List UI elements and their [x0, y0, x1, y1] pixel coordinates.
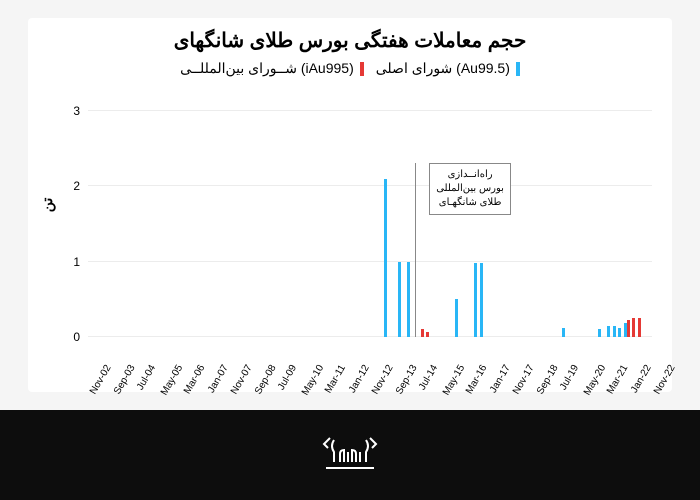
bar-Au99.5	[398, 262, 401, 337]
annotation-line	[415, 163, 416, 337]
y-axis-label: تن	[39, 198, 56, 213]
bar-Au99.5	[598, 329, 601, 337]
legend-label: (Au99.5) شورای اصلی	[376, 60, 510, 76]
annotation-box: راه‌انــدازیبورس بین‌المللیطلای شانگهـای	[429, 163, 511, 215]
bar-Au99.5	[455, 299, 458, 337]
y-tick: 0	[73, 330, 88, 344]
x-tick: Jul-19	[558, 363, 581, 392]
x-tick: Nov-22	[652, 363, 678, 396]
gridline	[88, 261, 652, 262]
chart-title: حجم معاملات هفتگی بورس طلای شانگهای	[28, 28, 672, 53]
x-tick: May-05	[159, 363, 185, 397]
annotation-text: راه‌انــدازی	[436, 168, 504, 182]
gridline	[88, 110, 652, 111]
x-tick: Jan-17	[488, 363, 513, 395]
x-tick: Mar-11	[323, 363, 348, 395]
x-tick: Sep-13	[394, 363, 420, 396]
legend: (Au99.5) شورای اصلی (iAu995) شــورای بین‌…	[28, 60, 672, 77]
x-tick: May-20	[582, 363, 608, 397]
bar-iAu995	[421, 329, 424, 337]
bar-Au99.5	[480, 263, 483, 337]
bar-Au99.5	[562, 328, 565, 337]
x-tick: Nov-17	[511, 363, 537, 396]
x-tick: Jan-12	[347, 363, 372, 395]
x-tick: Mar-21	[605, 363, 630, 396]
x-tick: Mar-16	[464, 363, 489, 396]
x-tick: Sep-08	[253, 363, 279, 396]
y-tick: 3	[73, 104, 88, 118]
legend-label: (iAu995) شــورای بین‌المللــی	[180, 60, 354, 76]
x-tick: Jan-07	[206, 363, 231, 395]
bar-Au99.5	[613, 326, 616, 337]
bar-Au99.5	[618, 328, 621, 337]
x-tick: Nov-07	[229, 363, 255, 396]
annotation-text: بورس بین‌المللی	[436, 182, 504, 196]
x-tick: Sep-18	[535, 363, 561, 396]
y-tick: 2	[73, 179, 88, 193]
x-tick: Sep-03	[112, 363, 138, 396]
bar-Au99.5	[384, 179, 387, 337]
legend-swatch	[360, 62, 364, 76]
bar-Au99.5	[407, 262, 410, 337]
legend-item: (Au99.5) شورای اصلی	[376, 60, 520, 77]
y-tick: 1	[73, 255, 88, 269]
bar-iAu995	[638, 318, 641, 337]
x-tick: Jul-09	[276, 363, 299, 392]
chart-panel: حجم معاملات هفتگی بورس طلای شانگهای (Au9…	[0, 0, 700, 410]
annotation-text: طلای شانگهـای	[436, 196, 504, 210]
legend-item: (iAu995) شــورای بین‌المللــی	[180, 60, 364, 77]
x-tick: Jan-22	[629, 363, 654, 395]
plot-area: 0123راه‌انــدازیبورس بین‌المللیطلای شانگ…	[88, 88, 652, 337]
bar-Au99.5	[607, 326, 610, 337]
brand-logo-icon	[310, 430, 390, 480]
x-tick: Nov-02	[88, 363, 114, 396]
x-tick: May-15	[441, 363, 467, 397]
legend-swatch	[516, 62, 520, 76]
logo-container	[0, 410, 700, 500]
bar-iAu995	[426, 332, 429, 337]
x-tick: Mar-06	[182, 363, 207, 396]
gridline	[88, 336, 652, 337]
chart-inner: حجم معاملات هفتگی بورس طلای شانگهای (Au9…	[28, 18, 672, 392]
bar-iAu995	[632, 318, 635, 337]
bar-iAu995	[627, 320, 630, 337]
gridline	[88, 185, 652, 186]
bar-Au99.5	[474, 263, 477, 337]
x-tick: Jul-14	[417, 363, 440, 392]
x-tick: Jul-04	[135, 363, 158, 392]
x-tick: May-10	[300, 363, 326, 397]
x-tick: Nov-12	[370, 363, 396, 396]
x-axis: Nov-02Sep-03Jul-04May-05Mar-06Jan-07Nov-…	[88, 338, 652, 374]
